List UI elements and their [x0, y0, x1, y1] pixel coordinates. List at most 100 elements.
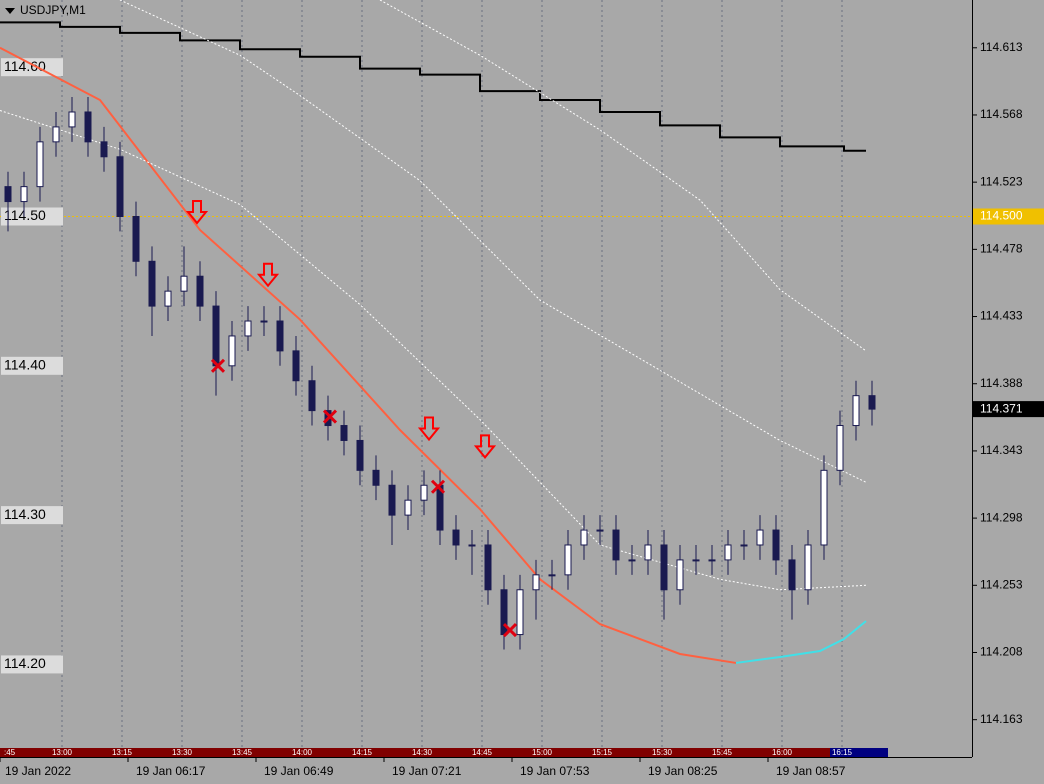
session-label: 15:45 — [712, 748, 733, 757]
indicator-line — [0, 21, 866, 152]
candle-body — [468, 544, 476, 547]
candle-body — [308, 380, 316, 412]
candle-body — [564, 544, 572, 576]
candle-body — [708, 559, 716, 562]
y-tick-label: 114.433 — [980, 309, 1023, 323]
menu-triangle[interactable] — [5, 8, 15, 14]
candle-body — [116, 156, 124, 217]
y-tick-label: 114.523 — [980, 174, 1023, 188]
candle-body — [196, 275, 204, 307]
candle-body — [788, 559, 796, 591]
session-label: :45 — [4, 748, 16, 757]
x-tick-label: 19 Jan 08:57 — [776, 764, 846, 778]
candle-body — [164, 290, 172, 307]
level-price-box — [973, 208, 1044, 225]
indicator-line — [379, 0, 867, 352]
session-label: 13:15 — [112, 748, 133, 757]
session-bar — [0, 748, 830, 757]
x-tick-label: 19 Jan 06:17 — [136, 764, 206, 778]
exit-cross — [210, 358, 226, 373]
candle-body — [292, 350, 300, 382]
level-label: 114.40 — [4, 357, 46, 373]
x-tick-label: 19 Jan 06:49 — [264, 764, 334, 778]
candle-body — [4, 186, 12, 203]
candle-body — [244, 320, 252, 337]
candle-body — [52, 126, 60, 143]
candle-body — [820, 469, 828, 546]
current-price-label: 114.371 — [980, 401, 1023, 415]
candle-body — [20, 186, 28, 203]
candle-body — [692, 559, 700, 562]
indicator-line — [0, 46, 737, 664]
candle-body — [180, 275, 188, 292]
candle-body — [516, 589, 524, 636]
candle-body — [100, 141, 108, 158]
y-tick-label: 114.208 — [980, 645, 1023, 659]
candle-body — [148, 260, 156, 307]
level-label: 114.20 — [4, 655, 46, 671]
candle-body — [740, 544, 748, 547]
level-label: 114.30 — [4, 506, 46, 522]
candle-body — [228, 335, 236, 367]
level-label: 114.50 — [4, 207, 46, 223]
candle-body — [260, 320, 268, 323]
y-tick-label: 114.253 — [980, 577, 1023, 591]
candle-body — [276, 320, 284, 352]
sell-arrow — [256, 262, 280, 288]
level-label-box — [1, 207, 63, 226]
candle-body — [84, 111, 92, 143]
session-label: 15:00 — [532, 748, 553, 757]
x-tick-label: 19 Jan 07:21 — [392, 764, 462, 778]
session-bar-current — [830, 748, 888, 757]
candle-body — [868, 395, 876, 410]
sell-arrow — [185, 200, 209, 225]
candle-body — [356, 439, 364, 471]
candle-body — [452, 529, 460, 546]
session-label: 13:45 — [232, 748, 253, 757]
sell-arrow — [473, 434, 497, 460]
candle-body — [628, 559, 636, 562]
indicator-line — [119, 0, 867, 483]
session-label: 14:45 — [472, 748, 493, 757]
sell-arrow — [417, 416, 441, 442]
candle-body — [852, 395, 860, 427]
y-tick-label: 114.568 — [980, 107, 1023, 121]
session-label: 14:30 — [412, 748, 433, 757]
level-label-box — [1, 506, 63, 525]
candle-body — [420, 484, 428, 501]
level-label-box — [1, 356, 63, 375]
indicator-line — [0, 110, 867, 591]
indicator-line — [735, 620, 867, 664]
candle-body — [596, 529, 604, 532]
candle-body — [36, 141, 44, 188]
candle-body — [660, 544, 668, 591]
session-label: 16:00 — [772, 748, 793, 757]
candle-body — [644, 544, 652, 561]
x-tick-label: 19 Jan 07:53 — [520, 764, 590, 778]
candle-body — [548, 574, 556, 577]
exit-cross — [502, 623, 518, 638]
exit-cross — [322, 409, 338, 424]
candle-body — [836, 425, 844, 471]
session-label: 16:15 — [832, 748, 853, 757]
candle-body — [612, 529, 620, 561]
y-tick-label: 114.613 — [980, 40, 1023, 54]
candle-body — [340, 425, 348, 441]
session-label: 13:00 — [52, 748, 73, 757]
candle-body — [132, 215, 140, 262]
candle-body — [756, 529, 764, 546]
candle-body — [212, 305, 220, 367]
x-tick-label: 19 Jan 2022 — [5, 764, 71, 778]
candle-body — [772, 529, 780, 561]
session-label: 13:30 — [172, 748, 193, 757]
session-label: 15:30 — [652, 748, 673, 757]
y-tick-label: 114.163 — [980, 712, 1023, 726]
session-label: 15:15 — [592, 748, 613, 757]
session-label: 14:15 — [352, 748, 373, 757]
candle-body — [676, 559, 684, 591]
candle-body — [580, 529, 588, 546]
candle-body — [372, 469, 380, 486]
candle-body — [532, 574, 540, 591]
